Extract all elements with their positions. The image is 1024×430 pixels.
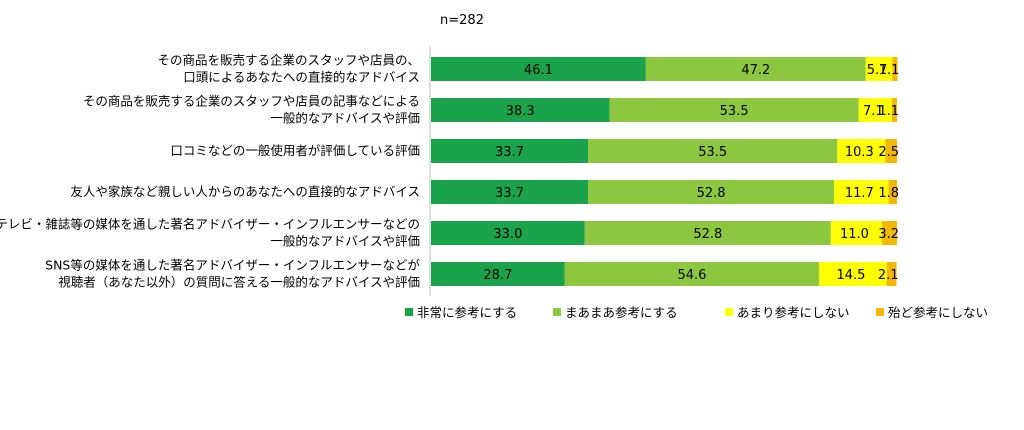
bar-segment	[584, 221, 831, 245]
bar-segment	[892, 57, 898, 81]
value-label: 54.6	[677, 268, 706, 283]
value-label: 47.2	[741, 63, 770, 78]
value-label: 28.7	[483, 268, 512, 283]
value-label: 46.1	[524, 63, 553, 78]
bar-segment	[865, 57, 893, 81]
category-label-line: その商品を販売する企業のスタッフや店員の記事などによる	[83, 94, 420, 109]
legend-label: 殆ど参考にしない	[888, 305, 988, 320]
legend: 非常に参考にする まあまあ参考にする あまり参考にしない 殆ど参考にしない	[405, 305, 988, 320]
bar-segment	[891, 98, 897, 122]
bar-segment	[882, 221, 897, 245]
value-label: 3.2	[878, 227, 899, 242]
value-label: 2.5	[878, 145, 899, 160]
category-label-line: 一般的なアドバイスや評価	[270, 234, 420, 249]
legend-swatch	[405, 308, 413, 316]
legend-swatch	[725, 308, 733, 316]
value-label: 53.5	[698, 145, 727, 160]
value-label: 52.8	[693, 227, 722, 242]
category-label-line: 視聴者（あなた以外）の質問に答える一般的なアドバイスや評価	[58, 275, 420, 290]
bar-segment	[588, 139, 838, 163]
category-label-line: 口コミなどの一般使用者が評価している評価	[170, 143, 420, 158]
category-label: その商品を販売する企業のスタッフや店員の記事などによる一般的なアドバイスや評価	[83, 94, 420, 126]
category-label-line: 口頭によるあなたへの直接的なアドバイス	[183, 70, 420, 85]
category-label: テレビ・雑誌等の媒体を通した著名アドバイザー・インフルエンサーなどの一般的なアド…	[0, 217, 420, 249]
value-label: 14.5	[836, 268, 865, 283]
bar-segment	[858, 98, 892, 122]
legend-label: あまり参考にしない	[737, 305, 850, 320]
bar-segment	[431, 221, 585, 245]
bar-segment	[431, 262, 565, 286]
value-label: 38.3	[506, 104, 535, 119]
category-label-line: SNS等の媒体を通した著名アドバイザー・インフルエンサーなどが	[45, 258, 420, 273]
bar-segment	[431, 57, 646, 81]
bar-segment	[564, 262, 820, 286]
category-label-line: その商品を販売する企業のスタッフや店員の、	[157, 53, 420, 68]
value-label: 52.8	[697, 186, 726, 201]
category-label: 友人や家族など親しい人からのあなたへの直接的なアドバイス	[70, 184, 420, 199]
value-label: 33.0	[493, 227, 522, 242]
value-label: 2.1	[878, 268, 899, 283]
category-label-line: 友人や家族など親しい人からのあなたへの直接的なアドバイス	[70, 184, 420, 199]
bar-segment	[431, 180, 589, 204]
bar-segment	[431, 98, 610, 122]
value-label: 7.1	[863, 104, 884, 119]
value-label: 1.1	[878, 104, 899, 119]
legend-swatch	[553, 308, 561, 316]
bar-segment	[609, 98, 859, 122]
value-label: 11.7	[845, 186, 874, 201]
bar-segment	[834, 180, 889, 204]
bar-segment	[886, 262, 897, 286]
value-label: 53.5	[720, 104, 749, 119]
bar-segment	[830, 221, 883, 245]
value-label: 11.0	[840, 227, 869, 242]
bar-segment	[888, 180, 897, 204]
sample-size-label: n=282	[440, 13, 484, 28]
value-label: 10.3	[845, 145, 874, 160]
legend-label: 非常に参考にする	[417, 305, 517, 320]
category-label-line: 一般的なアドバイスや評価	[270, 111, 420, 126]
bar-segment	[885, 139, 897, 163]
category-label: その商品を販売する企業のスタッフや店員の、口頭によるあなたへの直接的なアドバイス	[157, 53, 420, 85]
bar-segment	[431, 139, 589, 163]
category-labels: その商品を販売する企業のスタッフや店員の、口頭によるあなたへの直接的なアドバイス…	[0, 53, 420, 290]
bar-segment	[837, 139, 886, 163]
category-label-line: テレビ・雑誌等の媒体を通した著名アドバイザー・インフルエンサーなどの	[0, 217, 420, 232]
value-label: 5.7	[867, 63, 888, 78]
bar-segment	[819, 262, 887, 286]
bars	[431, 57, 898, 286]
category-label: 口コミなどの一般使用者が評価している評価	[170, 143, 420, 158]
legend-swatch	[876, 308, 884, 316]
value-labels: 46.1 47.2 5.71.138.3 53.5 7.11.133.7 53.5 10.3…	[483, 63, 899, 283]
value-label: 1.8	[878, 186, 899, 201]
value-label: 33.7	[495, 145, 524, 160]
value-label: 33.7	[495, 186, 524, 201]
bar-segment	[645, 57, 866, 81]
value-label: 1.1	[879, 63, 900, 78]
category-label: SNS等の媒体を通した著名アドバイザー・インフルエンサーなどが視聴者（あなた以外…	[45, 258, 420, 290]
legend-label: まあまあ参考にする	[565, 305, 678, 320]
bar-segment	[588, 180, 835, 204]
